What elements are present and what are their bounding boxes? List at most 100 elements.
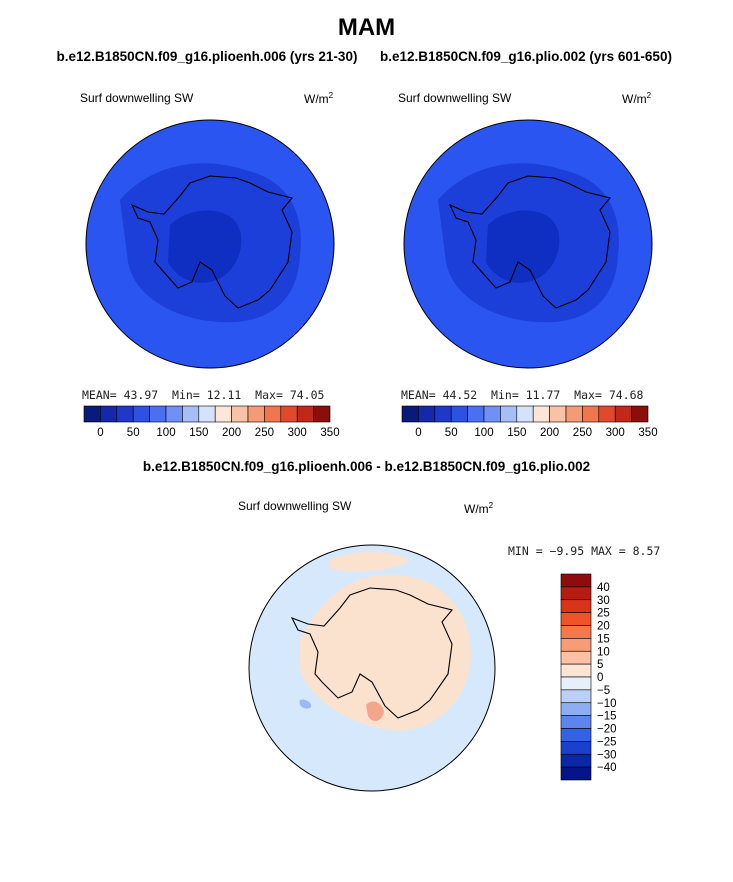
left-panel-stats: MEAN= 43.97 Min= 12.11 Max= 74.05 xyxy=(82,388,325,402)
colorbar-swatch xyxy=(582,405,600,423)
right-map-coastline xyxy=(448,175,611,309)
left-map-plateau xyxy=(168,210,242,283)
colorbar-swatch xyxy=(560,702,592,716)
colorbar-swatch xyxy=(614,405,632,423)
colorbar-swatch xyxy=(560,625,592,639)
colorbar-swatch xyxy=(214,405,232,423)
colorbar-swatch xyxy=(313,405,331,423)
colorbar-tick-label: 300 xyxy=(288,427,307,439)
colorbar-swatch xyxy=(198,405,216,423)
colorbar-swatch xyxy=(450,405,468,423)
difference-map xyxy=(248,544,496,792)
colorbar-tick-label: 100 xyxy=(474,427,493,439)
right-panel-units: W/m2 xyxy=(622,91,652,106)
left-colorbar: 0 50 100 150 200 250 300 350 xyxy=(83,405,340,439)
colorbar-tick-label: 150 xyxy=(189,427,208,439)
colorbar-swatch xyxy=(296,405,314,423)
colorbar-tick-label: 30 xyxy=(597,595,610,607)
colorbar-swatch xyxy=(560,741,592,755)
colorbar-swatch xyxy=(247,405,265,423)
colorbar-tick-label: 25 xyxy=(597,608,610,620)
colorbar-swatch xyxy=(100,405,118,423)
right-map xyxy=(403,119,653,369)
colorbar-tick-label: 15 xyxy=(597,633,610,645)
colorbar-swatch xyxy=(280,405,298,423)
colorbar-swatch xyxy=(560,753,592,768)
colorbar-tick-label: 0 xyxy=(97,427,103,439)
colorbar-swatch xyxy=(401,405,419,423)
colorbar-tick-label: 350 xyxy=(638,427,657,439)
difference-units: W/m2 xyxy=(464,501,494,516)
colorbar-swatch xyxy=(560,599,592,613)
difference-field-label: Surf downwelling SW xyxy=(238,499,352,513)
difference-map-border xyxy=(248,544,496,792)
colorbar-tick-label: 250 xyxy=(255,427,274,439)
colorbar-swatch xyxy=(483,405,501,423)
colorbar-tick-label: 5 xyxy=(597,659,603,671)
colorbar-swatch xyxy=(116,405,134,423)
colorbar-swatch xyxy=(560,663,592,678)
colorbar-swatch xyxy=(631,405,649,423)
colorbar-tick-label: 150 xyxy=(507,427,526,439)
colorbar-tick-label: 200 xyxy=(540,427,559,439)
right-map-plateau xyxy=(486,210,560,283)
colorbar-tick-label: −40 xyxy=(597,762,617,774)
colorbar-tick-label: 100 xyxy=(156,427,175,439)
colorbar-tick-label: 0 xyxy=(597,672,603,684)
colorbar-tick-label: 50 xyxy=(445,427,458,439)
colorbar-tick-label: 40 xyxy=(597,582,610,594)
colorbar-tick-label: −25 xyxy=(597,736,617,748)
left-map-coastline xyxy=(130,175,293,309)
colorbar-tick-label: 250 xyxy=(573,427,592,439)
left-map-border xyxy=(85,119,335,369)
colorbar-tick-label: −5 xyxy=(597,685,610,697)
colorbar-tick-label: 50 xyxy=(127,427,140,439)
colorbar-swatch xyxy=(149,405,167,423)
colorbar-swatch xyxy=(560,689,592,704)
colorbar-tick-label: 350 xyxy=(320,427,339,439)
colorbar-swatch xyxy=(182,405,200,423)
figure-title: MAM xyxy=(337,14,396,41)
difference-title: b.e12.B1850CN.f09_g16.plioenh.006 - b.e1… xyxy=(142,459,591,474)
colorbar-tick-label: 200 xyxy=(222,427,241,439)
colorbar-tick-label: −10 xyxy=(597,698,617,710)
colorbar-tick-label: −30 xyxy=(597,749,617,761)
colorbar-swatch xyxy=(560,715,592,729)
colorbar-swatch xyxy=(560,676,592,691)
colorbar-swatch xyxy=(264,405,282,423)
left-panel-units: W/m2 xyxy=(304,91,334,106)
colorbar-swatch xyxy=(598,405,616,423)
colorbar-swatch xyxy=(549,405,567,423)
colorbar-swatch xyxy=(560,650,592,665)
difference-map-positive-region xyxy=(300,574,471,731)
colorbar-swatch xyxy=(565,405,583,423)
colorbar-swatch xyxy=(560,573,592,588)
colorbar-swatch xyxy=(418,405,436,423)
colorbar-swatch xyxy=(560,586,592,601)
colorbar-tick-label: −15 xyxy=(597,711,617,723)
difference-map-coastline xyxy=(290,587,453,719)
colorbar-tick-label: 10 xyxy=(597,646,610,658)
colorbar-tick-label: 20 xyxy=(597,621,610,633)
left-panel-case-title: b.e12.B1850CN.f09_g16.plioenh.006 (yrs 2… xyxy=(56,49,358,64)
right-panel-case-title: b.e12.B1850CN.f09_g16.plio.002 (yrs 601-… xyxy=(380,49,672,64)
right-panel-field-label: Surf downwelling SW xyxy=(398,91,512,105)
colorbar-swatch xyxy=(516,405,534,423)
difference-map-negative-patch xyxy=(299,699,312,709)
colorbar-swatch xyxy=(165,405,183,423)
colorbar-swatch xyxy=(132,405,150,423)
right-panel-stats: MEAN= 44.52 Min= 11.77 Max= 74.68 xyxy=(401,388,644,402)
difference-map-positive-patch xyxy=(330,551,410,572)
difference-map-strong-positive-patch xyxy=(366,701,384,721)
left-panel-field-label: Surf downwelling SW xyxy=(80,91,194,105)
colorbar-swatch xyxy=(500,405,518,423)
difference-stats: MIN = −9.95 MAX = 8.57 xyxy=(508,544,661,558)
right-map-border xyxy=(403,119,653,369)
colorbar-swatch xyxy=(560,638,592,652)
colorbar-swatch xyxy=(532,405,550,423)
left-map xyxy=(85,119,335,369)
colorbar-tick-label: 0 xyxy=(415,427,421,439)
colorbar-swatch xyxy=(231,405,249,423)
